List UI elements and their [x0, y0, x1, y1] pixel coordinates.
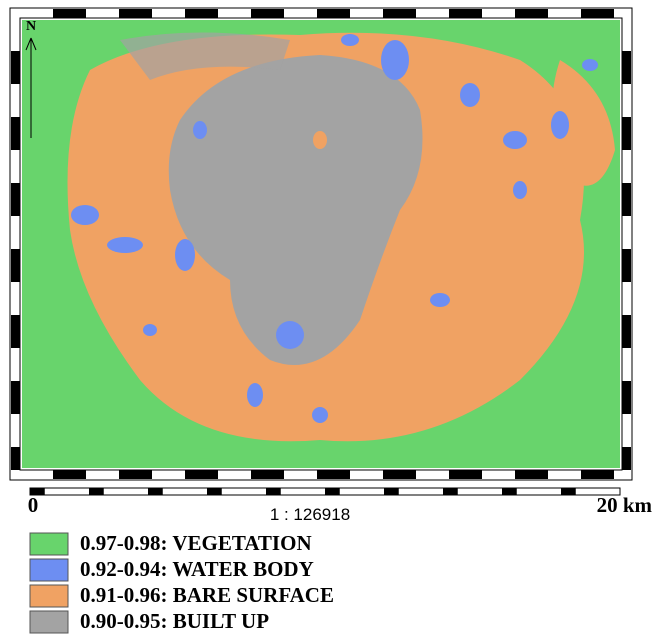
frame-tick	[11, 117, 20, 150]
frame-tick	[581, 470, 614, 479]
frame-tick	[622, 447, 631, 470]
frame-tick	[449, 470, 482, 479]
legend-label: 0.97-0.98: VEGETATION	[80, 531, 312, 555]
frame-ticks	[11, 9, 631, 479]
water-bodies	[71, 34, 598, 423]
legend-swatch	[29, 610, 69, 634]
frame-tick	[251, 470, 284, 479]
scale-segment	[502, 488, 517, 495]
frame-tick	[185, 470, 218, 479]
scale-bar-segments	[30, 488, 576, 495]
frame-tick	[622, 249, 631, 282]
frame-tick	[251, 9, 284, 18]
frame-tick	[383, 470, 416, 479]
frame-tick	[11, 315, 20, 348]
legend-label: 0.92-0.94: WATER BODY	[80, 557, 314, 581]
frame-tick	[11, 447, 20, 470]
legend-swatch	[29, 558, 69, 582]
frame-tick	[515, 9, 548, 18]
frame-tick	[53, 470, 86, 479]
frame-tick	[53, 9, 86, 18]
scale-segment	[266, 488, 281, 495]
frame-tick	[581, 9, 614, 18]
scale-segment	[325, 488, 340, 495]
scale-segment	[148, 488, 163, 495]
scale-segment	[30, 488, 45, 495]
built-up-area	[120, 32, 290, 80]
map-area	[22, 20, 620, 468]
bare-surface-patch	[313, 131, 327, 149]
scale-ratio: 1 : 126918	[270, 505, 350, 524]
scale-segment	[207, 488, 222, 495]
frame-tick	[185, 9, 218, 18]
frame-tick	[317, 9, 350, 18]
scale-segment	[561, 488, 576, 495]
legend-label: 0.91-0.96: BARE SURFACE	[80, 583, 334, 607]
frame-tick	[622, 183, 631, 216]
north-label: N	[26, 19, 36, 34]
legend-swatch	[29, 584, 69, 608]
frame-tick	[449, 9, 482, 18]
frame-tick	[11, 381, 20, 414]
built-up-area	[168, 55, 423, 365]
scale-segment	[384, 488, 399, 495]
frame-tick	[11, 51, 20, 84]
frame-tick	[11, 183, 20, 216]
frame-tick	[317, 470, 350, 479]
frame-tick	[622, 315, 631, 348]
scale-start-label: 0	[28, 493, 39, 517]
frame-tick	[119, 470, 152, 479]
scale-end-label: 20 km	[597, 493, 653, 517]
frame-tick	[622, 51, 631, 84]
legend-swatch	[29, 532, 69, 556]
bare-surface-area	[552, 60, 615, 186]
frame-tick	[622, 381, 631, 414]
frame-tick	[515, 470, 548, 479]
frame-tick	[383, 9, 416, 18]
frame-tick	[119, 9, 152, 18]
frame-tick	[622, 117, 631, 150]
legend-label: 0.90-0.95: BUILT UP	[80, 609, 269, 633]
scale-segment	[89, 488, 104, 495]
north-arrow-head	[25, 37, 37, 51]
frame-tick	[11, 249, 20, 282]
scale-segment	[443, 488, 458, 495]
